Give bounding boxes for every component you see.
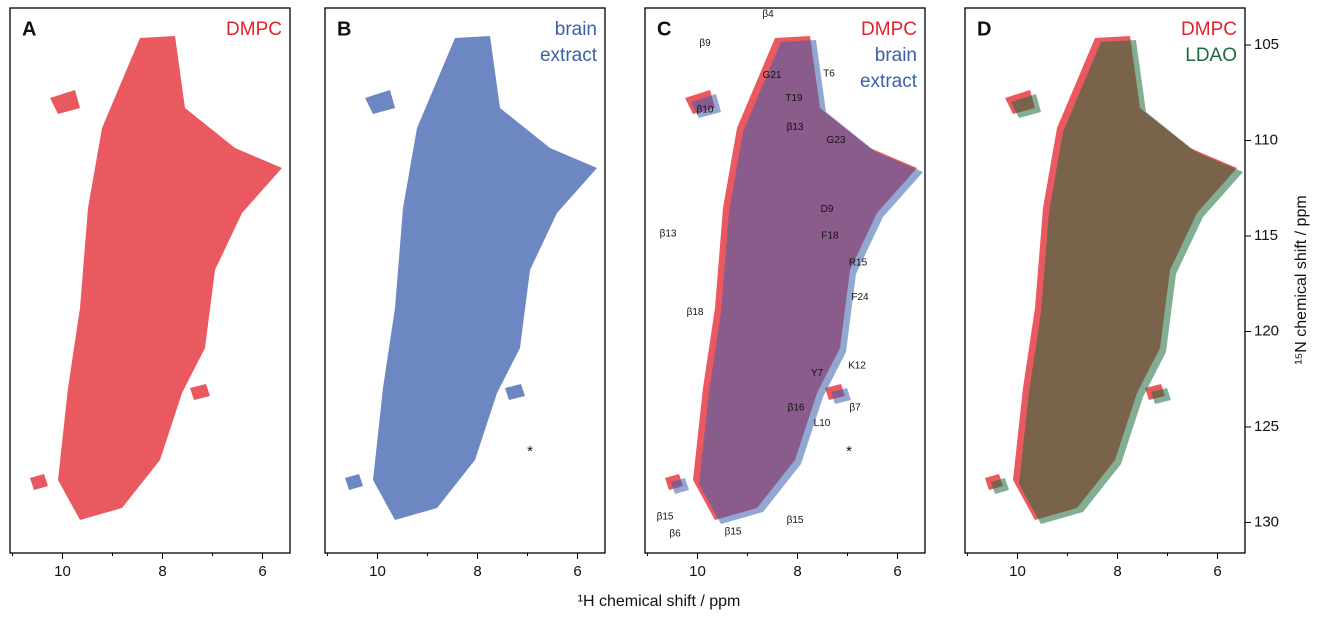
panel-letter: D (977, 18, 991, 40)
panel-letter: B (337, 18, 351, 40)
peak-label: D9 (821, 204, 834, 215)
legend-entry: brain (875, 45, 917, 66)
panel: A DMPC 10 8 6 (9, 7, 291, 580)
peak-label: β16 (788, 403, 805, 414)
peak-label: β6 (669, 529, 681, 540)
x-tick-label: 10 (54, 563, 71, 580)
legend-entry: LDAO (1185, 45, 1237, 66)
x-tick-label: 10 (689, 563, 706, 580)
panel-letter: C (657, 18, 671, 40)
x-tick-label: 10 (369, 563, 386, 580)
peak-label: * (527, 443, 533, 460)
panel-frame (324, 7, 606, 554)
peak-label: β7 (849, 403, 861, 414)
x-tick-label: 10 (1009, 563, 1026, 580)
peak-label: G21 (763, 70, 782, 81)
y-tick-label: 130 (1254, 513, 1279, 530)
peak-label: G23 (827, 135, 846, 146)
peak-label: β4 (762, 9, 774, 20)
x-tick-label: 6 (1213, 563, 1221, 580)
peak-label: β10 (697, 105, 714, 116)
y-tick-label: 125 (1254, 418, 1279, 435)
spectrum (345, 36, 597, 520)
peak-label: L10 (814, 418, 831, 429)
legend-entry: extract (540, 45, 598, 66)
peak-label: F24 (851, 292, 869, 303)
peak-label: β9 (699, 38, 711, 49)
y-tick-label: 105 (1254, 36, 1279, 53)
peak-label: β15 (657, 511, 674, 522)
peak-label: F18 (821, 231, 839, 242)
legend-entry: DMPC (1181, 19, 1237, 40)
legend-entry: DMPC (226, 19, 282, 40)
peak-label: R15 (849, 257, 868, 268)
peak-label: K12 (848, 360, 866, 371)
peak-label: T6 (823, 68, 835, 79)
x-tick-label: 6 (258, 563, 266, 580)
panel-letter: A (22, 18, 36, 40)
y-axis-label: ¹⁵N chemical shift / ppm (1293, 195, 1310, 364)
panel: C DMPC brain extract β4 T6 β9 G21 β10 T19 β13 G23 D9… (644, 7, 926, 580)
panel: D DMPC LDAO 10 8 6 (964, 7, 1246, 580)
spectrum (991, 40, 1243, 524)
peak-label: Y7 (811, 368, 824, 379)
peak-label: * (846, 443, 852, 460)
legend-entry: brain (555, 19, 597, 40)
y-tick-label: 120 (1254, 322, 1279, 339)
y-tick-label: 110 (1254, 131, 1278, 148)
panel-frame (964, 7, 1246, 554)
legend-entry: extract (860, 71, 918, 92)
x-tick-label: 8 (158, 563, 166, 580)
peak-label: β18 (687, 307, 704, 318)
peak-label: β15 (725, 527, 742, 538)
peak-label: T19 (785, 93, 803, 104)
y-tick-label: 115 (1254, 227, 1278, 244)
x-tick-label: 8 (793, 563, 801, 580)
spectrum (30, 36, 282, 520)
panel-frame (644, 7, 926, 554)
legend-entry: DMPC (861, 19, 917, 40)
panel-frame (9, 7, 291, 554)
peak-label: β15 (787, 515, 804, 526)
peak-label: β13 (660, 229, 677, 240)
x-tick-label: 8 (473, 563, 481, 580)
x-tick-label: 6 (573, 563, 581, 580)
peak-label: β13 (787, 122, 804, 133)
x-axis-label: ¹H chemical shift / ppm (578, 593, 741, 610)
x-tick-label: 8 (1113, 563, 1121, 580)
x-tick-label: 6 (893, 563, 901, 580)
